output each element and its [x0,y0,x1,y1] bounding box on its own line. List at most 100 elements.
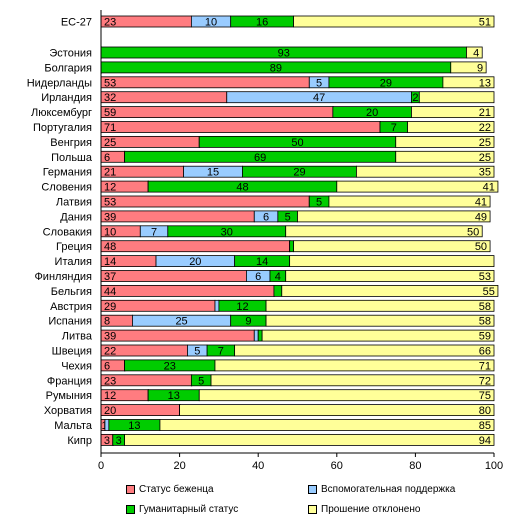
bar-segment [285,270,495,282]
bar-segment [100,121,381,133]
data-label: 12 [104,182,116,194]
category-label: Литва [62,331,93,343]
category-label: Нидерланды [27,77,92,89]
data-label: 58 [479,316,491,328]
bar-segment [281,284,499,297]
bar-segment [257,329,263,342]
data-label: 35 [479,167,491,179]
data-label: 9 [245,316,251,328]
data-label: 48 [104,241,116,253]
legend-label-refugee: Статус беженца [139,484,214,495]
data-label: 59 [479,331,491,343]
category-label: Люксембург [31,107,92,119]
category-label: Словакия [43,226,92,238]
bar-segment [289,240,294,253]
category-label: Кипр [67,435,92,447]
bar-segment [395,150,495,163]
data-label: 71 [479,360,491,372]
bar-segment [297,210,491,223]
data-label: 75 [479,390,491,402]
data-label: 8 [104,316,110,328]
data-label: 29 [380,77,392,89]
data-label: 6 [255,271,261,283]
bar-segment [395,135,495,148]
data-label: 30 [221,226,233,238]
category-label: Португалия [33,122,92,134]
data-label: 5 [316,197,322,209]
data-label: 49 [475,211,487,223]
legend-item-refugee: Статус беженца [126,484,214,495]
category-label: Хорватия [44,405,92,417]
bar-segment [104,419,110,431]
x-tick-label: 20 [173,460,185,472]
data-label: 21 [104,167,116,179]
bar-segment [100,284,275,297]
data-label: 25 [479,152,491,164]
data-label: 66 [479,346,491,358]
data-label: 6 [263,211,269,223]
data-label: 25 [479,137,491,149]
category-label: Дания [60,211,92,223]
bar-segment [418,91,495,104]
legend-swatch-rejected [308,505,317,514]
data-label: 13 [479,77,491,89]
data-label: 69 [254,152,266,164]
data-label: 15 [207,167,219,179]
legend-item-rejected: Прошение отклонено [308,504,420,515]
data-label: 32 [104,92,116,104]
bar-segment [234,344,495,357]
data-label: 2 [412,92,418,104]
bar-segment [273,284,283,297]
bar-segment [265,314,495,327]
bar-segment [407,121,495,133]
bar-segment [214,359,495,372]
category-label: ЕС-27 [61,17,92,29]
data-label: 29 [293,167,305,179]
data-label: 29 [104,301,116,313]
data-label: 39 [104,331,116,343]
data-label: 85 [479,420,491,432]
bar-segment [411,106,495,118]
data-label: 20 [366,107,378,119]
data-label: 12 [104,390,116,402]
category-label: Швеция [52,346,92,358]
data-label: 3 [116,435,122,447]
data-label: 37 [104,271,116,283]
legend-swatch-humanitarian [126,505,135,514]
bar-segment [356,165,495,178]
data-label: 10 [104,226,116,238]
bar-segment [198,389,495,402]
data-label: 13 [128,420,140,432]
bar-segment [100,240,291,253]
data-label: 10 [205,17,217,29]
data-label: 6 [104,360,110,372]
bar-segment [100,329,255,342]
category-label: Франция [47,375,92,387]
bar-segment [100,270,247,282]
data-label: 47 [313,92,325,104]
data-label: 44 [104,286,116,298]
bar-segment [100,91,228,104]
bar-segment [210,374,495,387]
category-label: Италия [55,256,93,268]
bar-segment [179,404,495,417]
category-label: Германия [43,167,92,179]
data-label: 6 [104,152,110,164]
data-label: 53 [479,271,491,283]
data-label: 23 [104,375,116,387]
data-label: 5 [285,211,291,223]
bar-segment [100,299,216,312]
bar-segment [100,195,310,208]
x-tick-label: 0 [98,460,104,472]
data-label: 55 [483,286,495,298]
data-label: 89 [270,62,282,74]
data-label: 41 [483,182,495,194]
data-label: 16 [256,17,268,29]
data-label: 23 [104,17,116,29]
data-label: 80 [479,405,491,417]
data-label: 4 [275,271,281,283]
data-label: 7 [151,226,157,238]
bar-segment [124,433,495,446]
data-label: 14 [256,256,268,268]
data-label: 53 [104,77,116,89]
